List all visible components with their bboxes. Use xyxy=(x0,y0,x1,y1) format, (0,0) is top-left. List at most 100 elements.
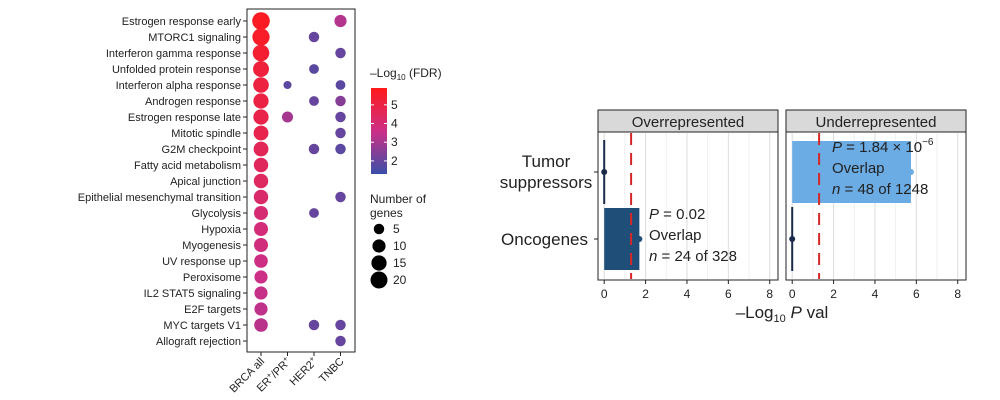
dotplot-point xyxy=(253,125,269,141)
dotplot-point xyxy=(253,205,269,221)
dotplot-point xyxy=(308,143,320,155)
dotplot-y-label: UV response up xyxy=(162,256,241,268)
dotplot-x-label: HER2+ xyxy=(286,354,320,388)
bar-x-tick-label: 2 xyxy=(642,287,649,301)
dotplot-y-label: MTORC1 signaling xyxy=(148,32,241,44)
dotplot-point xyxy=(309,64,319,74)
size-legend-label: 20 xyxy=(393,273,407,287)
annotation-n: n = 24 of 328 xyxy=(649,248,737,265)
dotplot-point xyxy=(335,191,346,203)
dotplot-y-label: Hypoxia xyxy=(201,224,242,236)
dotplot-point xyxy=(254,302,268,316)
dotplot-point xyxy=(253,61,269,77)
dotplot-y-label: Myogenesis xyxy=(182,240,241,252)
bar-point xyxy=(636,236,643,242)
dotplot-point xyxy=(254,286,268,300)
dotplot-point xyxy=(308,31,320,43)
annotation-pvalue: P = 0.02 xyxy=(649,206,705,223)
dotplot-points xyxy=(252,12,347,347)
dotplot-y-label: Interferon gamma response xyxy=(106,48,241,60)
bar-point xyxy=(601,169,608,175)
fdr-colorbar xyxy=(371,88,387,174)
size-legend-dot xyxy=(370,271,388,289)
bar-annotations: P = 0.02 Overlap n = 24 of 328 P = 1.84 × 1… xyxy=(649,137,934,265)
annotation-overlap: Overlap xyxy=(832,160,885,177)
dotplot-point xyxy=(281,111,294,123)
dotplot-y-label: IL2 STAT5 signaling xyxy=(144,288,241,300)
bar-y-labels: Tumor suppressors Oncogenes xyxy=(500,152,598,249)
bar-x-tick-label: 4 xyxy=(684,287,691,301)
bar-point xyxy=(907,169,914,175)
bar xyxy=(792,141,911,203)
bar-x-tick-label: 8 xyxy=(954,287,961,301)
dotplot: Estrogen response early MTORC1 signaling I… xyxy=(78,8,442,395)
dotplot-y-label: Mitotic spindle xyxy=(171,128,241,140)
fdr-tick-label: 4 xyxy=(391,117,398,131)
panel-frame-overrepresented xyxy=(597,131,779,281)
dotplot-y-label: E2F targets xyxy=(184,304,241,316)
bar-x-tick-label: 6 xyxy=(913,287,920,301)
dotplot-y-label: Interferon alpha response xyxy=(116,80,241,92)
annotation-pvalue: P = 1.84 × 10−6 xyxy=(832,137,934,156)
dotplot-y-label: Peroxisome xyxy=(183,272,241,284)
dotplot-point xyxy=(253,173,269,189)
panel-title-underrepresented: Underrepresented xyxy=(816,114,937,131)
fdr-legend-ticks: 2 3 4 5 xyxy=(371,98,398,168)
size-legend-title-2: genes xyxy=(370,206,403,220)
dotplot-y-label: G2M checkpoint xyxy=(162,144,241,156)
dotplot-y-label: Fatty acid metabolism xyxy=(134,160,241,172)
dotplot-point xyxy=(253,141,269,157)
dotplot-point xyxy=(253,221,269,237)
dotplot-point xyxy=(253,77,269,93)
dotplot-point xyxy=(252,28,270,46)
dotplot-point xyxy=(335,47,346,59)
fdr-tick-label: 5 xyxy=(391,98,398,112)
fdr-tick-label: 3 xyxy=(391,135,398,149)
dotplot-y-label: Apical junction xyxy=(170,176,241,188)
dotplot-point xyxy=(252,12,270,30)
dotplot-y-label: Glycolysis xyxy=(191,208,241,220)
dotplot-point xyxy=(334,14,347,28)
size-legend-label: 10 xyxy=(393,239,407,253)
bar-x-tick-label: 0 xyxy=(601,287,608,301)
dotplot-x-label: TNBC xyxy=(317,356,347,386)
dotplot-point xyxy=(252,44,270,62)
dotplot-point xyxy=(308,319,320,331)
annotation-n: n = 48 of 1248 xyxy=(832,181,928,198)
bar-y-label-oncogenes: Oncogenes xyxy=(501,230,588,249)
bar-y-label-tumor-suppressors: Tumor suppressors xyxy=(500,152,593,192)
fdr-legend: –Log10 (FDR) 2 3 4 5 xyxy=(370,66,442,174)
bar-point xyxy=(789,236,796,242)
dotplot-point xyxy=(253,109,269,125)
size-legend-dot xyxy=(371,255,387,271)
dotplot-point xyxy=(254,254,268,268)
bar-x-tick-label: 0 xyxy=(789,287,796,301)
dotplot-point xyxy=(335,80,346,90)
bar-x-tick-label: 8 xyxy=(766,287,773,301)
bar-marks xyxy=(601,133,914,279)
dotplot-point xyxy=(309,96,319,106)
fdr-legend-title: –Log10 (FDR) xyxy=(370,66,442,82)
dotplot-point xyxy=(283,80,292,90)
size-legend-title-1: Number of xyxy=(370,192,427,206)
dotplot-y-label: Unfolded protein response xyxy=(112,64,241,76)
dotplot-point xyxy=(335,319,346,331)
size-legend-items: 5 10 15 20 xyxy=(370,222,407,289)
dotplot-point xyxy=(253,189,269,205)
panel-frame-underrepresented xyxy=(785,131,967,281)
fdr-tick-label: 2 xyxy=(391,154,398,168)
bar-x-tick-label: 6 xyxy=(725,287,732,301)
dotplot-point xyxy=(335,335,346,347)
dotplot-y-label: Androgen response xyxy=(145,96,241,108)
barchart: Overrepresented Underrepresented P = 0.0… xyxy=(500,109,967,325)
annotation-overlap: Overlap xyxy=(649,227,702,244)
dotplot-y-label: Estrogen response early xyxy=(122,16,242,28)
dotplot-y-label: MYC targets V1 xyxy=(163,320,241,332)
size-legend-dot xyxy=(372,239,386,253)
dotplot-point xyxy=(335,111,346,123)
panel-title-overrepresented: Overrepresented xyxy=(632,114,745,131)
size-legend-label: 15 xyxy=(393,256,407,270)
dotplot-point xyxy=(254,318,268,332)
